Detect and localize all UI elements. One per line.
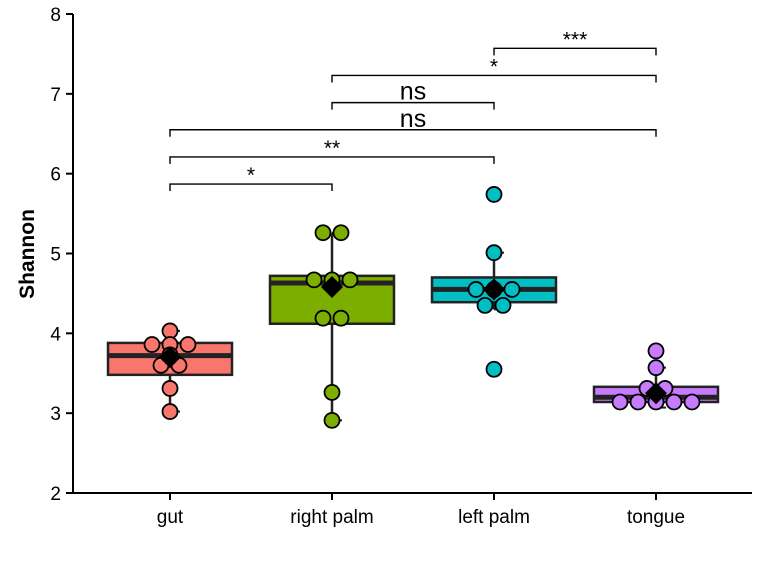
significance-label: ** bbox=[324, 137, 340, 160]
significance-bracket bbox=[169, 129, 657, 137]
data-point bbox=[341, 271, 359, 289]
data-point bbox=[485, 244, 503, 262]
data-point bbox=[629, 393, 647, 411]
mean-marker bbox=[321, 276, 343, 299]
significance-label: * bbox=[490, 55, 498, 78]
data-point bbox=[332, 224, 350, 242]
significance-label: * bbox=[247, 164, 255, 187]
y-axis-title: Shannon bbox=[16, 209, 39, 299]
box-plots bbox=[106, 231, 720, 422]
data-point bbox=[494, 296, 512, 314]
significance-bracket bbox=[493, 47, 657, 56]
data-point bbox=[314, 224, 332, 242]
x-tick-label: right palm bbox=[290, 507, 373, 528]
data-point bbox=[485, 186, 503, 203]
y-tick-label: 3 bbox=[50, 404, 61, 425]
data-point bbox=[665, 393, 683, 411]
y-tick-label: 8 bbox=[50, 5, 61, 26]
data-point bbox=[323, 411, 341, 429]
data-point bbox=[611, 393, 629, 411]
data-point bbox=[467, 281, 485, 298]
mean-marker bbox=[159, 346, 181, 369]
data-points bbox=[143, 186, 701, 429]
significance-label: *** bbox=[563, 28, 588, 51]
y-tick-label: 6 bbox=[50, 165, 61, 186]
data-point bbox=[179, 336, 197, 353]
significance-bracket bbox=[331, 101, 495, 110]
x-tick-label: tongue bbox=[627, 507, 685, 528]
data-point bbox=[323, 384, 341, 401]
mean-marker bbox=[645, 382, 667, 405]
data-point bbox=[476, 296, 494, 314]
x-tick-label: left palm bbox=[458, 507, 530, 528]
x-tick-label: gut bbox=[157, 507, 184, 528]
data-point bbox=[161, 380, 179, 397]
data-point bbox=[647, 342, 665, 360]
y-tick-label: 7 bbox=[50, 85, 61, 106]
y-tick-label: 2 bbox=[50, 484, 61, 505]
significance-bracket bbox=[331, 74, 657, 83]
mean-marker bbox=[483, 278, 505, 301]
y-tick-label: 5 bbox=[50, 245, 61, 266]
data-point bbox=[485, 360, 503, 378]
data-point bbox=[647, 359, 665, 377]
data-point bbox=[161, 403, 179, 420]
data-point bbox=[683, 393, 701, 411]
significance-label: ns bbox=[400, 78, 426, 106]
data-point bbox=[332, 309, 350, 327]
data-point bbox=[503, 281, 521, 298]
data-point bbox=[143, 336, 161, 353]
axes: 2 3 4 5 6 7 8 gut right palm left palm tongue bbox=[50, 5, 752, 528]
y-tick-label: 4 bbox=[50, 324, 61, 345]
significance-label: ns bbox=[400, 105, 426, 133]
significance-bracket bbox=[169, 183, 333, 192]
data-point bbox=[314, 309, 332, 327]
data-point bbox=[305, 271, 323, 289]
significance-bracket bbox=[169, 156, 495, 164]
